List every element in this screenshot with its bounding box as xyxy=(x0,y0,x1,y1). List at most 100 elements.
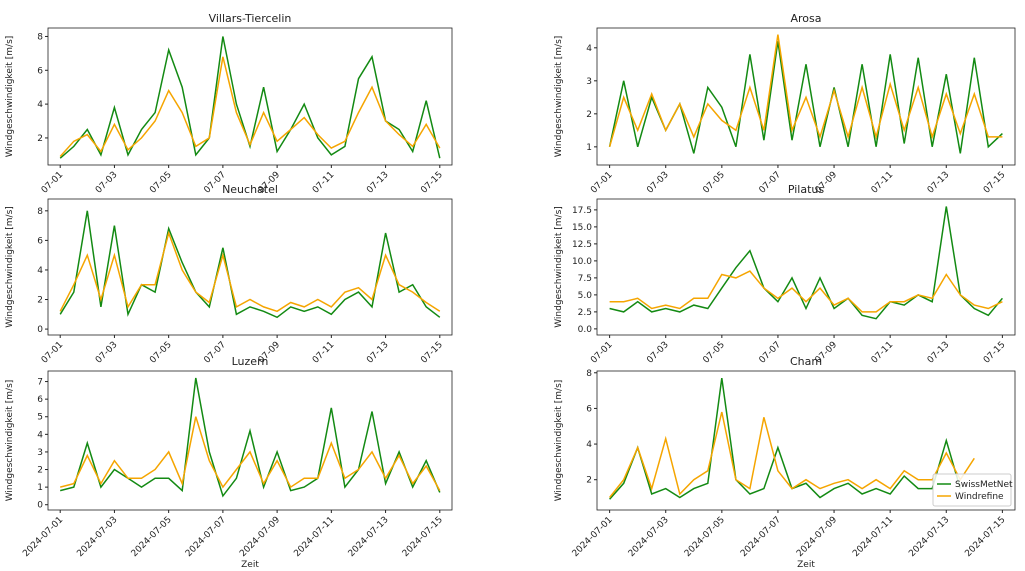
y-tick-label: 7.5 xyxy=(578,274,592,284)
x-tick-label: 07-05 xyxy=(148,170,174,196)
chart-title: Neuchatel xyxy=(222,183,278,196)
x-tick-label: 07-13 xyxy=(926,170,952,196)
plot-frame xyxy=(47,198,453,336)
x-tick-label: 07-01 xyxy=(589,170,615,196)
series-line xyxy=(609,270,1003,313)
legend: SwissMetNet Windrefine xyxy=(932,473,1013,507)
x-tick-label: 07-03 xyxy=(645,170,671,196)
legend-box xyxy=(932,473,1012,507)
series-line xyxy=(59,56,441,158)
y-tick-label: 8 xyxy=(37,32,43,42)
legend-label: SwissMetNet xyxy=(955,480,1013,490)
x-axis-label: Zeit xyxy=(797,560,815,570)
y-tick-label: 4 xyxy=(37,266,43,276)
y-tick-label: 5 xyxy=(37,413,43,423)
y-tick-label: 17.5 xyxy=(572,206,592,216)
x-tick-label: 07-07 xyxy=(758,340,784,366)
series-line xyxy=(59,36,441,159)
y-tick-label: 0 xyxy=(37,501,43,511)
x-tick-label: 2024-07-13 xyxy=(347,515,391,559)
legend-label: Windrefine xyxy=(955,492,1004,502)
x-tick-label: 07-15 xyxy=(419,170,445,196)
chart-title: Villars-Tiercelin xyxy=(209,12,292,25)
x-tick-label: 2024-07-11 xyxy=(851,515,895,559)
series-line xyxy=(59,230,441,313)
chart-title: Luzern xyxy=(232,355,269,368)
x-tick-label: 2024-07-09 xyxy=(238,515,282,559)
y-tick-label: 1 xyxy=(37,483,43,493)
x-tick-label: 2024-07-03 xyxy=(627,515,671,559)
y-axis-label: Windgeschwindigkeit [m/s] xyxy=(5,36,15,158)
y-axis-label: Windgeschwindigkeit [m/s] xyxy=(554,380,564,502)
x-tick-label: 07-11 xyxy=(311,170,337,196)
x-tick-label: 2024-07-05 xyxy=(683,515,727,559)
x-tick-label: 07-15 xyxy=(419,340,445,366)
y-tick-label: 6 xyxy=(37,395,43,405)
y-tick-label: 3 xyxy=(37,448,43,458)
series-line xyxy=(60,377,441,498)
x-tick-label: 07-03 xyxy=(645,340,671,366)
y-tick-label: 8 xyxy=(586,369,592,379)
x-tick-label: 07-07 xyxy=(202,340,228,366)
x-tick-label: 07-03 xyxy=(94,340,120,366)
x-tick-label: 2024-07-07 xyxy=(739,515,783,559)
y-tick-label: 4 xyxy=(586,440,592,450)
x-tick-label: 07-05 xyxy=(148,340,174,366)
x-tick-label: 07-13 xyxy=(926,340,952,366)
plot-frame xyxy=(47,370,453,511)
x-axis-label: Zeit xyxy=(241,560,259,570)
y-tick-label: 6 xyxy=(37,66,43,76)
plot-frame xyxy=(596,370,1016,511)
y-tick-label: 4 xyxy=(586,44,592,54)
x-tick-label: 2024-07-07 xyxy=(184,515,228,559)
x-tick-label: 07-13 xyxy=(365,340,391,366)
x-tick-label: 07-01 xyxy=(589,340,615,366)
plot-frame xyxy=(596,198,1016,336)
y-tick-label: 2 xyxy=(37,296,43,306)
series-line xyxy=(609,411,975,498)
y-tick-label: 10.0 xyxy=(572,257,592,267)
x-tick-label: 2024-07-03 xyxy=(75,515,119,559)
series-line xyxy=(608,34,1003,148)
x-tick-label: 07-01 xyxy=(40,340,66,366)
y-axis-label: Windgeschwindigkeit [m/s] xyxy=(554,206,564,328)
x-tick-label: 07-15 xyxy=(982,170,1008,196)
chart-title: Arosa xyxy=(790,12,821,25)
x-tick-label: 07-01 xyxy=(40,170,66,196)
y-tick-label: 2 xyxy=(37,466,43,476)
y-tick-label: 6 xyxy=(37,236,43,246)
x-tick-label: 2024-07-01 xyxy=(571,515,615,559)
y-tick-label: 3 xyxy=(586,77,592,87)
y-tick-label: 15.0 xyxy=(572,223,592,233)
x-tick-label: 2024-07-09 xyxy=(795,515,839,559)
y-tick-label: 4 xyxy=(37,430,43,440)
y-axis-label: Windgeschwindigkeit [m/s] xyxy=(5,380,15,502)
x-tick-label: 2024-07-13 xyxy=(907,515,951,559)
x-tick-label: 2024-07-15 xyxy=(963,515,1007,559)
y-tick-label: 12.5 xyxy=(572,240,592,250)
x-tick-label: 07-03 xyxy=(94,170,120,196)
y-tick-label: 0 xyxy=(37,325,43,335)
plot-frame xyxy=(596,27,1016,166)
x-tick-label: 2024-07-15 xyxy=(401,515,445,559)
y-tick-label: 7 xyxy=(37,378,43,388)
y-tick-label: 6 xyxy=(586,404,592,414)
x-tick-label: 07-07 xyxy=(758,170,784,196)
x-tick-label: 07-13 xyxy=(365,170,391,196)
x-tick-label: 07-15 xyxy=(982,340,1008,366)
x-tick-label: 07-05 xyxy=(701,340,727,366)
y-tick-label: 2.5 xyxy=(578,308,592,318)
y-tick-label: 1 xyxy=(586,143,592,153)
y-tick-label: 2 xyxy=(586,476,592,486)
series-line xyxy=(609,377,962,500)
x-tick-label: 2024-07-01 xyxy=(21,515,65,559)
x-tick-label: 07-11 xyxy=(870,340,896,366)
series-line xyxy=(60,416,441,491)
plot-frame xyxy=(47,27,453,166)
y-tick-label: 8 xyxy=(37,207,43,217)
x-tick-label: 2024-07-05 xyxy=(130,515,174,559)
y-tick-label: 2 xyxy=(37,134,43,144)
x-tick-label: 07-11 xyxy=(311,340,337,366)
y-axis-label: Windgeschwindigkeit [m/s] xyxy=(5,206,15,328)
